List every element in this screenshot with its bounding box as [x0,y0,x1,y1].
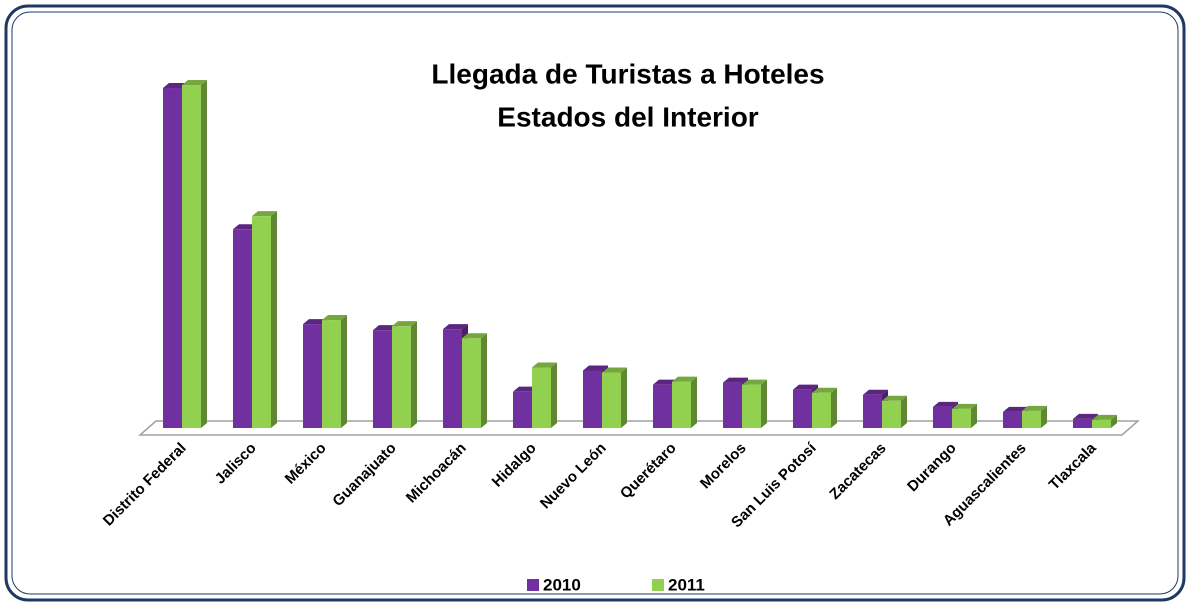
bar [952,408,971,428]
bar [303,324,322,428]
bar-side [1111,414,1117,428]
bar-top [933,401,958,407]
bar [1073,418,1092,428]
bar [1003,411,1022,428]
chart-title: Llegada de Turistas a Hoteles [431,58,824,89]
bar [513,391,532,428]
bar-top [952,403,977,409]
bar-top [1022,405,1047,411]
bar-top [182,80,207,85]
bar-top [723,377,748,383]
bar-top [1092,414,1117,420]
bar-top [252,211,277,217]
bar [882,400,901,428]
bar-side [691,376,697,428]
bar [443,329,462,428]
bar-top [532,362,557,368]
bar-side [271,211,277,428]
bar [163,88,182,428]
bar [1022,410,1041,428]
bar [723,382,742,428]
frame [4,4,1186,602]
bar-top [812,387,837,393]
bar-side [901,395,907,428]
bar-side [201,80,207,428]
bar [1092,419,1111,428]
frame-inner [11,11,1179,595]
bar [373,330,392,428]
bar [462,338,481,428]
bar [233,229,252,428]
chart-subtitle: Estados del Interior [497,101,758,132]
bar-top [1073,413,1098,419]
legend-swatch [652,579,664,591]
legend-swatch [527,579,539,591]
bar-top [443,324,468,330]
bar-top [653,379,678,385]
bar-side [621,367,627,428]
bar [653,384,672,428]
bar-side [971,403,977,428]
bar-top [373,325,398,331]
bar-side [411,321,417,428]
bar-side [341,315,347,428]
bar [742,384,761,428]
bar [532,367,551,428]
bar-top [392,321,417,327]
bar [252,216,271,428]
bar-side [1041,405,1047,428]
bar-top [602,367,627,373]
bar-side [761,379,767,428]
bar [602,372,621,428]
bar [182,85,201,428]
bar-side [831,387,837,428]
legend-label: 2011 [668,575,705,594]
bar-top [462,333,487,339]
bar [583,370,602,428]
bar-top [793,384,818,390]
floor [138,420,1140,436]
bar-top [233,224,258,230]
bar [672,381,691,428]
bar-side [551,362,557,428]
bar [812,392,831,428]
bar-top [863,389,888,395]
bar [863,394,882,428]
bar [392,326,411,428]
legend-label: 2010 [543,575,581,594]
bar [793,389,812,428]
bar-top [583,365,608,371]
bar-top [163,83,188,89]
bar-top [742,379,767,385]
bar-top [672,376,697,382]
bar-top [513,386,538,392]
bar-top [882,395,907,401]
bar [322,320,341,428]
bar-top [322,315,347,321]
bar [933,406,952,428]
bar-side [481,333,487,428]
bar-top [303,319,328,325]
bar-top [1003,406,1028,412]
